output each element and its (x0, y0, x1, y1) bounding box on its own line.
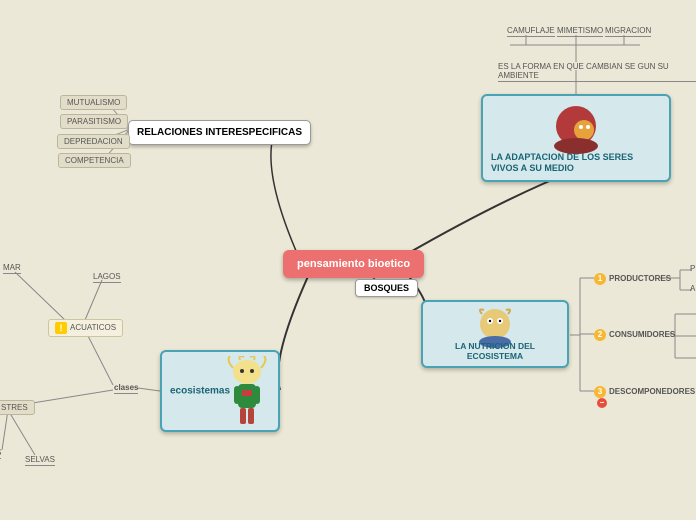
terrestres-node[interactable]: STRES (0, 400, 35, 415)
minus-icon[interactable]: − (597, 398, 607, 408)
adaptacion-node[interactable]: LA ADAPTACION DE LOS SERES VIVOS A SU ME… (481, 94, 671, 182)
adaptacion-note: ES LA FORMA EN QUE CAMBIAN SE GUN SU AMB… (498, 62, 696, 82)
camuflaje-node[interactable]: CAMUFLAJE (507, 26, 555, 37)
pl-stub: PL (690, 264, 696, 273)
competencia-node[interactable]: COMPETENCIA (58, 153, 131, 168)
acuaticos-node[interactable]: !ACUATICOS (48, 319, 123, 337)
adaptacion-sprite (546, 102, 606, 156)
adaptacion-label: LA ADAPTACION DE LOS SERES VIVOS A SU ME… (491, 152, 661, 174)
descomponedores-node[interactable]: 3DESCOMPONEDORES− (594, 386, 696, 408)
nutricion-node[interactable]: LA NUTRICION DEL ECOSISTEMA (421, 300, 569, 368)
nutricion-label: LA NUTRICION DEL ECOSISTEMA (429, 341, 561, 361)
s-stub: S (0, 448, 1, 459)
mar-node[interactable]: MAR (3, 263, 21, 274)
center-node[interactable]: pensamiento bioetico (283, 250, 424, 278)
selvas-node[interactable]: SELVAS (25, 455, 55, 466)
bosques-node[interactable]: BOSQUES (355, 279, 418, 297)
migracion-node[interactable]: MIGRACION (605, 26, 651, 37)
ecosistemas-sprite (220, 356, 274, 428)
ecosistemas-node[interactable]: ecosistemas (160, 350, 280, 432)
consumidores-node[interactable]: 2CONSUMIDORES (594, 329, 675, 341)
lagos-node[interactable]: LAGOS (93, 272, 121, 283)
depredacion-node[interactable]: DEPREDACION (57, 134, 130, 149)
warning-icon: ! (55, 322, 67, 334)
mutualism-node[interactable]: MUTUALISMO (60, 95, 127, 110)
al-stub: AL (690, 284, 696, 293)
parasitismo-node[interactable]: PARASITISMO (60, 114, 128, 129)
productores-node[interactable]: 1PRODUCTORES (594, 273, 671, 285)
clases-node[interactable]: clases (114, 383, 138, 394)
relaciones-node[interactable]: RELACIONES INTERESPECIFICAS (128, 120, 311, 145)
mimetismo-node[interactable]: MIMETISMO (557, 26, 603, 37)
